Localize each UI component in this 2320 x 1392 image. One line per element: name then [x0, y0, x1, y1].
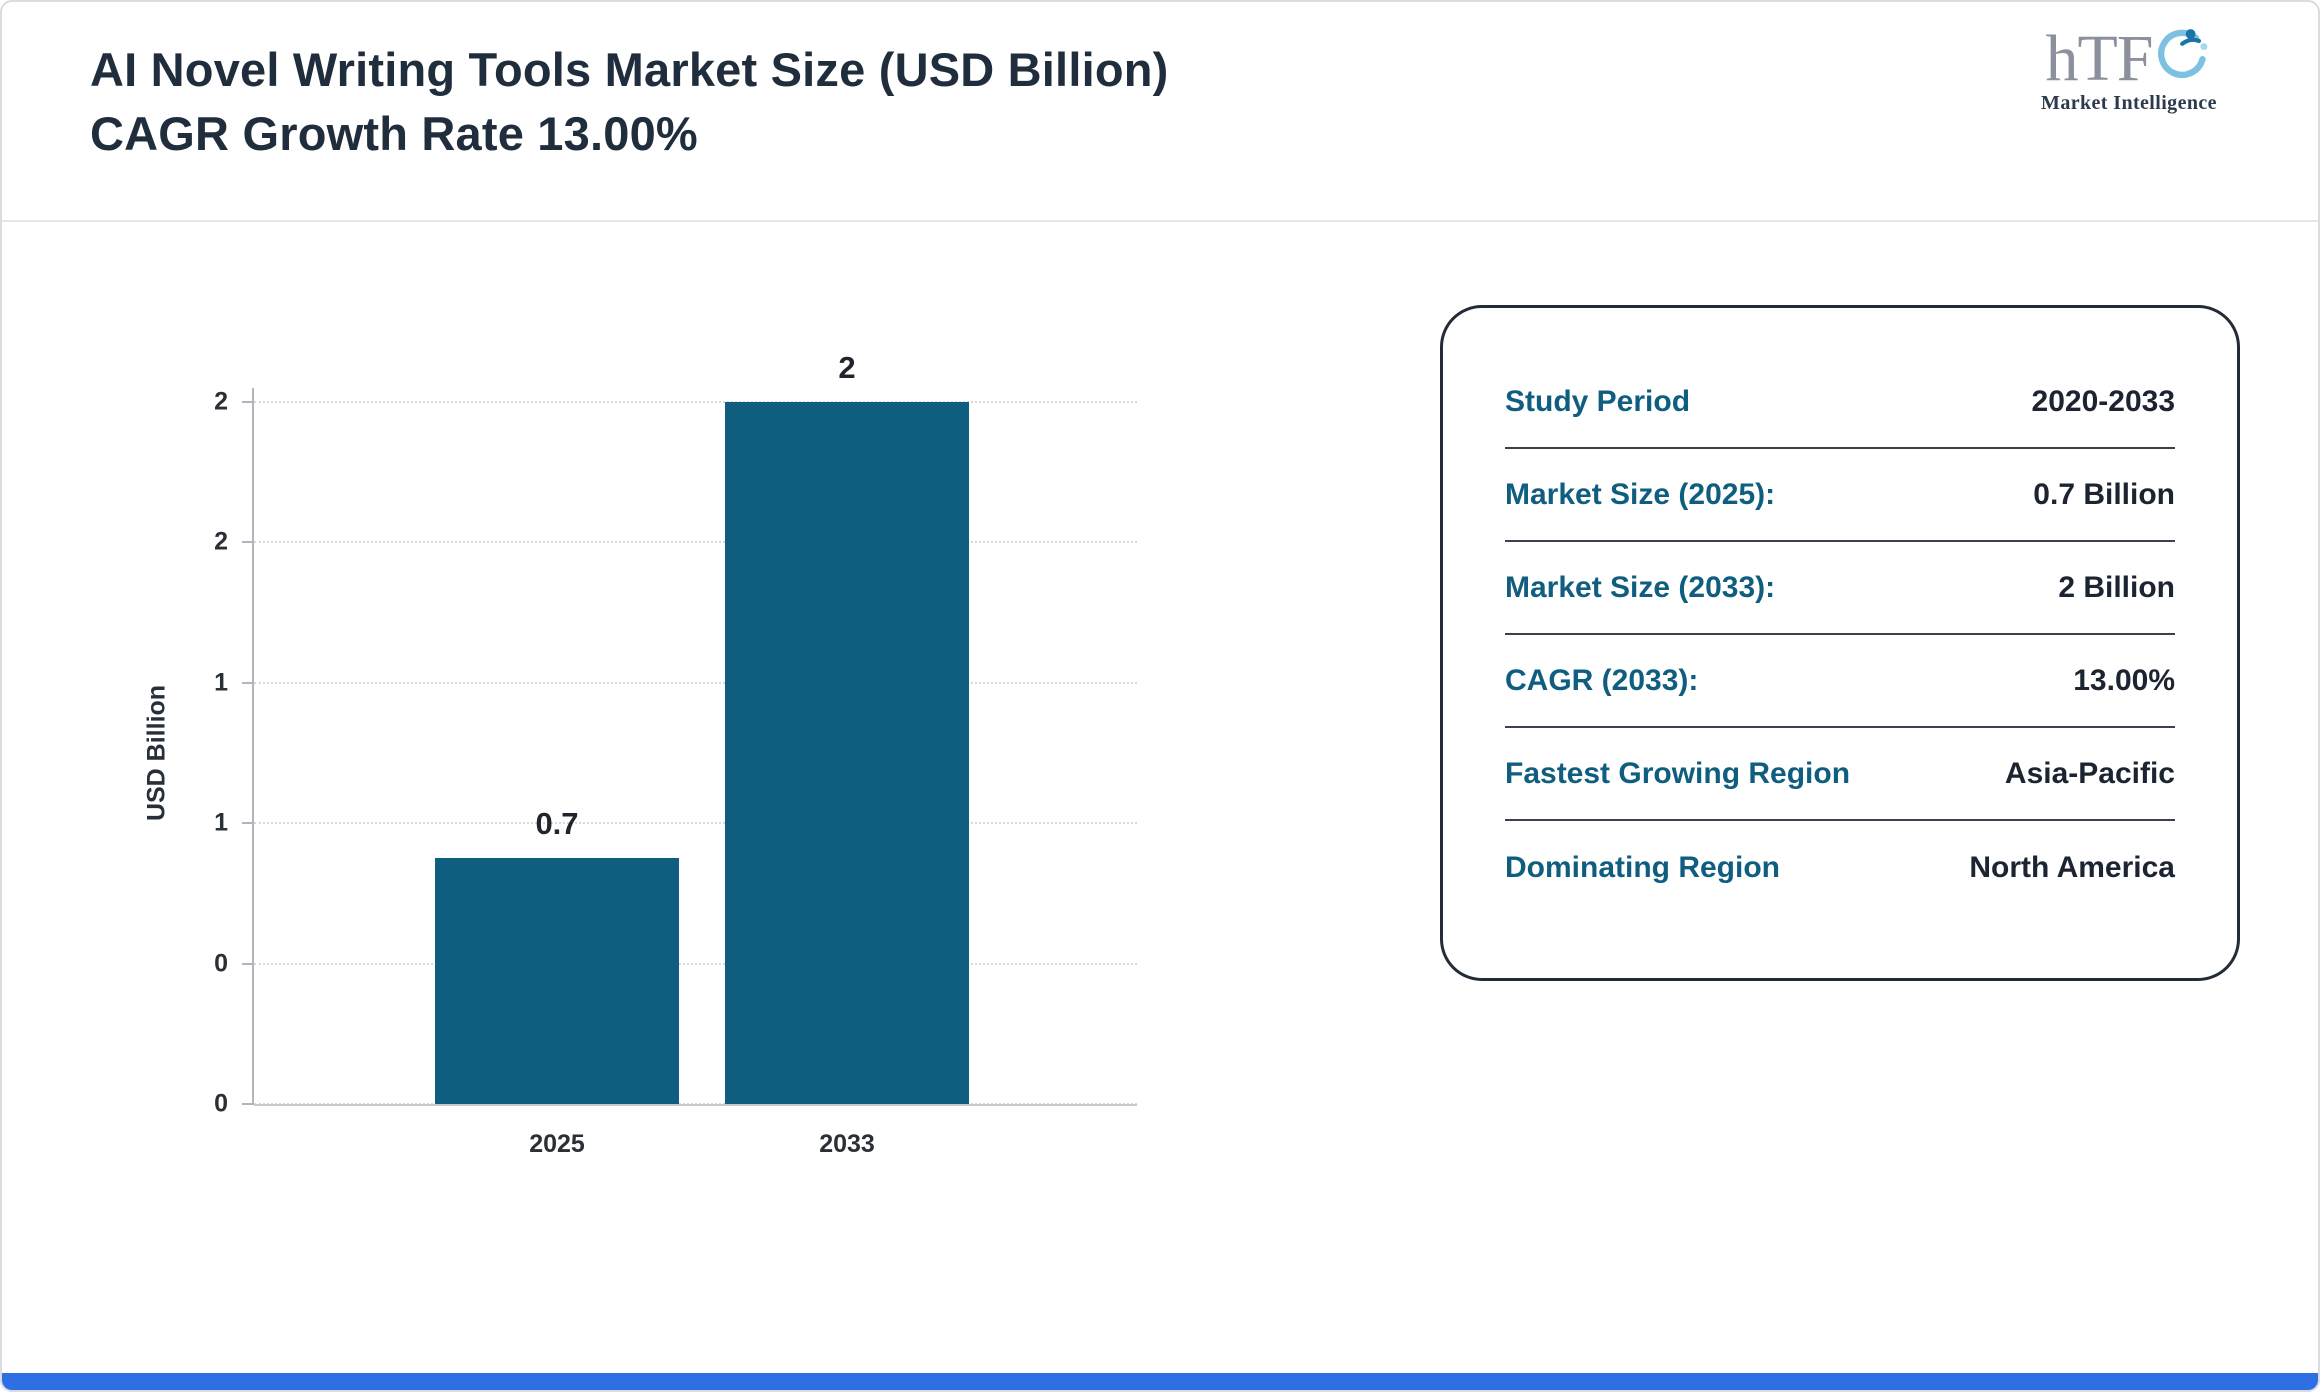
page-title: AI Novel Writing Tools Market Size (USD … — [90, 38, 1169, 166]
y-axis-line — [252, 388, 254, 1104]
header-divider — [2, 220, 2318, 222]
card-row-value: North America — [1969, 850, 2175, 884]
y-tick-label: 1 — [214, 668, 228, 697]
bar-2033 — [725, 402, 969, 1104]
y-tick-mark — [242, 1103, 254, 1105]
y-tick-mark — [242, 681, 254, 684]
y-tick-mark — [242, 401, 254, 403]
footer-bar — [2, 1373, 2318, 1390]
card-row-value: Asia-Pacific — [2004, 756, 2175, 790]
y-tick-mark — [242, 822, 254, 825]
x-tick-label: 2033 — [819, 1130, 875, 1158]
htf-logo: hTF Market Intelligence — [2024, 24, 2234, 115]
gridline — [254, 681, 1137, 684]
logo-subtext: Market Intelligence — [2041, 92, 2217, 114]
summary-card: Study Period 2020-2033 Market Size (2025… — [1440, 305, 2240, 981]
y-tick-mark — [242, 541, 254, 544]
card-row: Dominating Region North America — [1505, 821, 2175, 914]
x-axis-line — [254, 1104, 1137, 1106]
card-row-value: 2 Billion — [2058, 570, 2175, 604]
card-row-value: 2020-2033 — [2031, 384, 2175, 418]
card-row: Study Period 2020-2033 — [1505, 356, 2175, 449]
bar-value-label: 2 — [838, 350, 856, 385]
card-row-label: Study Period — [1505, 384, 1691, 418]
card-row-value: 13.00% — [2073, 663, 2175, 697]
card-row-label: CAGR (2033): — [1505, 663, 1699, 697]
bar-value-label: 0.7 — [535, 806, 579, 842]
y-tick-label: 0 — [214, 1089, 228, 1118]
card-row: Fastest Growing Region Asia-Pacific — [1505, 728, 2175, 821]
header: AI Novel Writing Tools Market Size (USD … — [2, 2, 2318, 222]
logo-text: hTF — [2045, 22, 2153, 95]
gridline — [254, 541, 1137, 544]
gridline — [254, 962, 1137, 965]
y-tick-label: 2 — [214, 387, 228, 416]
card-row-label: Market Size (2033): — [1505, 570, 1776, 604]
y-tick-label: 1 — [214, 808, 228, 837]
bar-2025 — [435, 858, 679, 1104]
card-row: Market Size (2033): 2 Billion — [1505, 542, 2175, 635]
logo-mark: hTF — [2024, 24, 2234, 94]
gridline — [254, 822, 1137, 825]
x-tick-label: 2025 — [529, 1130, 585, 1158]
card-row-label: Fastest Growing Region — [1505, 756, 1851, 790]
card-row-label: Dominating Region — [1505, 850, 1780, 884]
y-tick-label: 2 — [214, 527, 228, 556]
gridline — [254, 401, 1137, 403]
title-line-1: AI Novel Writing Tools Market Size (USD … — [90, 43, 1169, 96]
card-row-value: 0.7 Billion — [2033, 477, 2175, 511]
y-tick-mark — [242, 962, 254, 965]
card-row-label: Market Size (2025): — [1505, 477, 1776, 511]
card-row: Market Size (2025): 0.7 Billion — [1505, 449, 2175, 542]
y-tick-label: 0 — [214, 949, 228, 978]
card-row: CAGR (2033): 13.00% — [1505, 635, 2175, 728]
logo-swoosh-icon — [2157, 29, 2207, 78]
summary-card-rows: Study Period 2020-2033 Market Size (2025… — [1505, 356, 2175, 914]
title-line-2: CAGR Growth Rate 13.00% — [90, 107, 698, 160]
